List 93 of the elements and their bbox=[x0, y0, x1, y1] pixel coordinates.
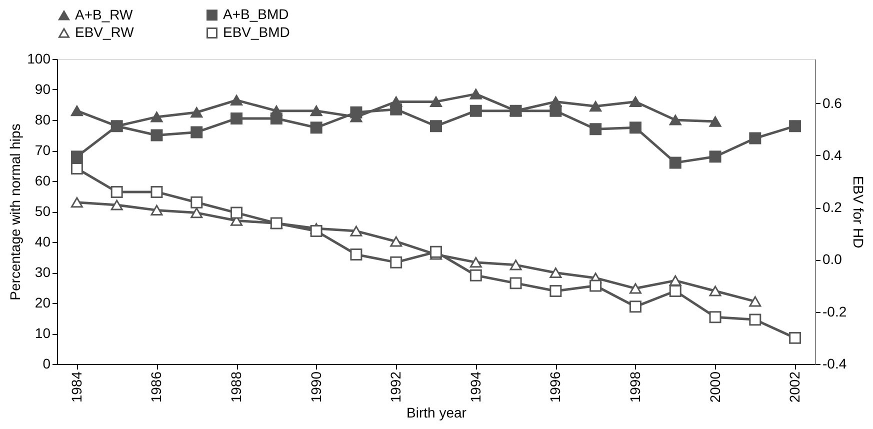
point bbox=[470, 257, 482, 268]
point bbox=[150, 204, 163, 216]
legend-label: EBV_RW bbox=[75, 24, 135, 40]
point bbox=[789, 120, 802, 132]
point bbox=[390, 103, 402, 116]
point bbox=[350, 106, 362, 118]
point bbox=[310, 225, 322, 238]
point bbox=[390, 256, 402, 268]
point bbox=[550, 104, 562, 117]
point bbox=[70, 162, 83, 174]
x-tick-label: 2002 bbox=[786, 371, 803, 403]
point bbox=[110, 200, 123, 210]
point bbox=[709, 286, 722, 296]
x-tick-label: 1998 bbox=[626, 371, 643, 403]
y-tick-label: 0 bbox=[42, 356, 51, 372]
y-tick-label: 80 bbox=[34, 112, 51, 128]
x-tick-label: 1992 bbox=[388, 371, 404, 403]
point bbox=[590, 280, 602, 292]
point bbox=[470, 269, 482, 282]
y-tick-label: 60 bbox=[34, 172, 51, 188]
point bbox=[629, 122, 642, 134]
legend-label: A+B_RW bbox=[75, 6, 134, 22]
point bbox=[230, 94, 243, 106]
point bbox=[669, 285, 682, 298]
point bbox=[150, 129, 163, 142]
point bbox=[510, 260, 522, 270]
point bbox=[669, 275, 682, 286]
y2-tick-label: 0.2 bbox=[822, 199, 842, 216]
point bbox=[350, 226, 362, 236]
y2-tick-label: 0.0 bbox=[822, 251, 842, 268]
x-axis-title: Birth year bbox=[406, 404, 467, 421]
point bbox=[110, 186, 123, 198]
y-tick-label: 90 bbox=[34, 81, 51, 97]
point bbox=[470, 104, 482, 117]
point bbox=[150, 112, 163, 122]
y-tick-label: 40 bbox=[34, 234, 51, 250]
point bbox=[470, 88, 482, 100]
point bbox=[629, 300, 642, 313]
point bbox=[70, 150, 83, 163]
point bbox=[430, 246, 442, 258]
point bbox=[709, 116, 722, 127]
point bbox=[310, 122, 322, 134]
x-tick-label: 1994 bbox=[467, 371, 484, 403]
x-tick-label: 2000 bbox=[706, 371, 723, 403]
y-tick-label: 70 bbox=[34, 142, 51, 158]
point bbox=[669, 114, 682, 126]
x-tick-label: 1984 bbox=[68, 371, 84, 403]
y-tick-label: 30 bbox=[34, 264, 51, 280]
point bbox=[629, 96, 642, 107]
point bbox=[550, 285, 562, 298]
point bbox=[749, 296, 762, 307]
y-tick-label: 10 bbox=[34, 325, 51, 341]
point bbox=[590, 123, 602, 136]
point bbox=[230, 112, 243, 124]
point bbox=[709, 311, 722, 324]
legend-label: EBV_BMD bbox=[223, 24, 290, 40]
point bbox=[789, 332, 802, 344]
point bbox=[430, 120, 442, 132]
point bbox=[310, 106, 322, 116]
point bbox=[190, 208, 203, 218]
point bbox=[629, 283, 642, 294]
point bbox=[190, 126, 203, 138]
point bbox=[749, 314, 762, 326]
point bbox=[669, 156, 682, 169]
legend-label: A+B_BMD bbox=[223, 6, 289, 22]
point bbox=[270, 112, 282, 124]
y2-axis-title: EBV for HD bbox=[850, 176, 867, 248]
point bbox=[150, 186, 163, 198]
point bbox=[350, 248, 362, 261]
point bbox=[70, 197, 83, 208]
point bbox=[510, 277, 522, 290]
x-tick-label: 1988 bbox=[228, 371, 244, 403]
y-tick-label: 50 bbox=[34, 203, 51, 219]
y-axis-title: Percentage with normal hips bbox=[7, 124, 24, 300]
y2-tick-label: -0.4 bbox=[822, 356, 847, 372]
point bbox=[709, 150, 722, 163]
point bbox=[550, 267, 562, 278]
x-tick-label: 1986 bbox=[148, 371, 164, 403]
y2-tick-label: 0.6 bbox=[822, 94, 842, 111]
y2-tick-label: -0.2 bbox=[822, 303, 847, 320]
x-tick-label: 1996 bbox=[547, 371, 564, 403]
point bbox=[70, 106, 83, 116]
point bbox=[230, 206, 243, 219]
y-tick-label: 100 bbox=[27, 50, 51, 66]
point bbox=[749, 132, 762, 144]
x-tick-label: 1990 bbox=[308, 371, 324, 403]
point bbox=[190, 107, 203, 118]
point bbox=[190, 196, 203, 208]
point bbox=[590, 100, 602, 112]
y-tick-label: 20 bbox=[34, 294, 51, 310]
y2-tick-label: 0.4 bbox=[822, 146, 842, 163]
point bbox=[390, 236, 402, 247]
point bbox=[430, 96, 442, 107]
